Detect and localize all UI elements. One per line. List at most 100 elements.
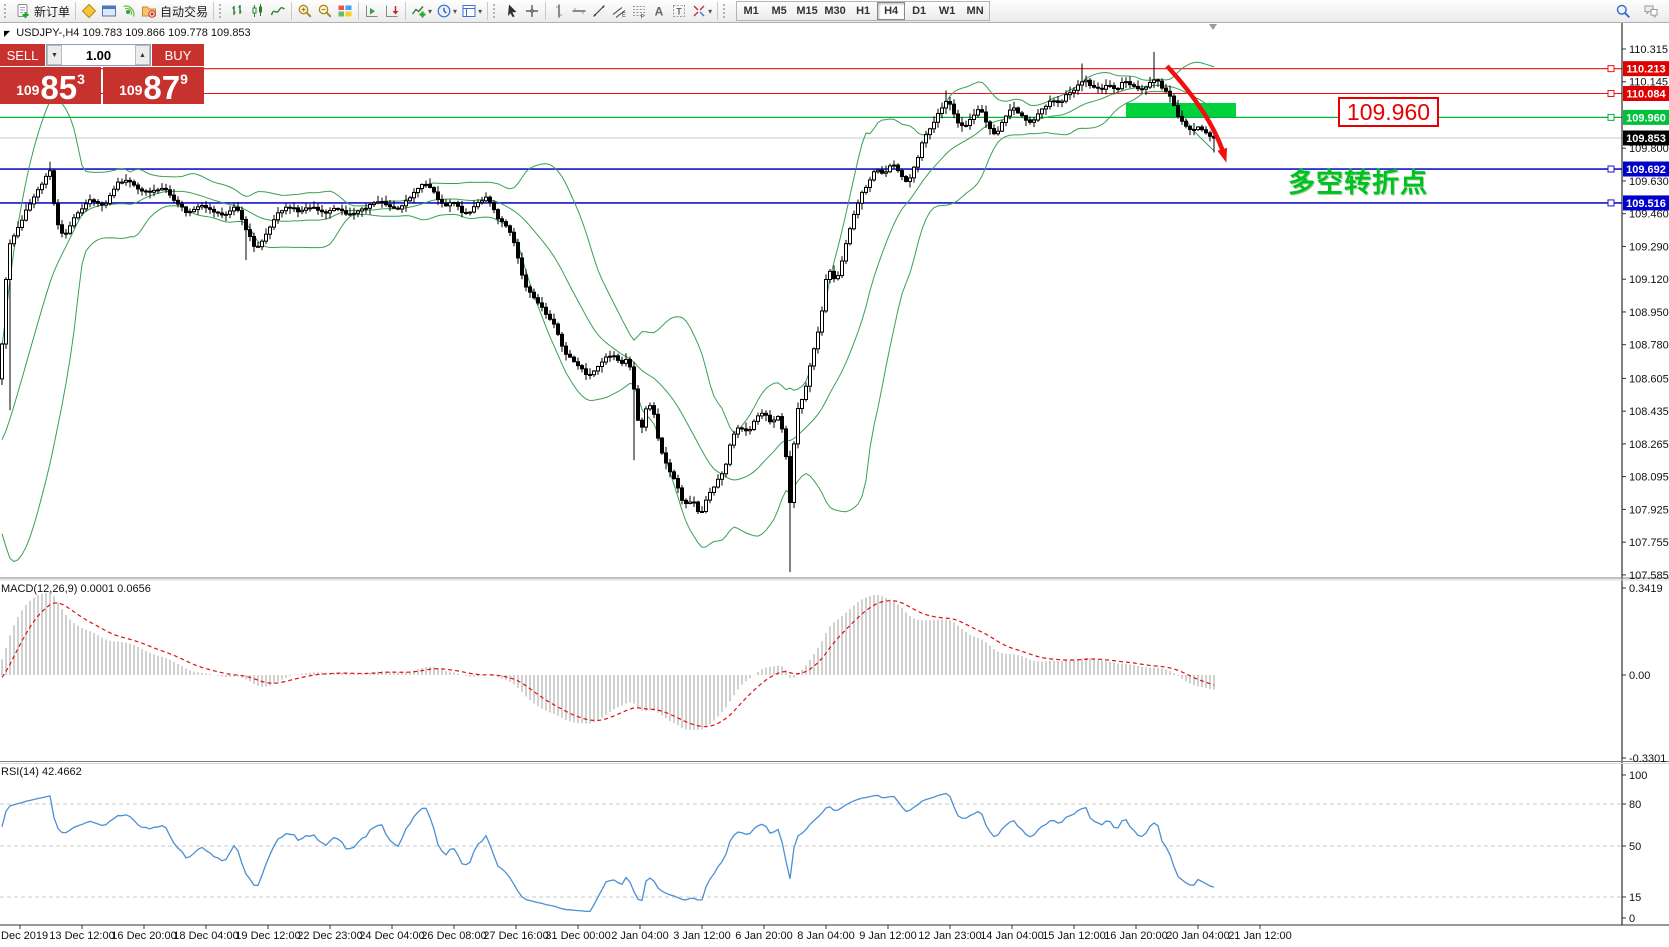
line-end-marker[interactable] [1607, 65, 1615, 73]
macd-name: MACD(12,26,9) [1, 583, 78, 595]
cursor-button[interactable] [502, 1, 522, 21]
chart-shift-marker[interactable] [1209, 24, 1217, 30]
tile-windows-button[interactable] [335, 1, 355, 21]
trendline-button[interactable] [589, 1, 609, 21]
svg-text:0.00: 0.00 [1629, 670, 1650, 682]
vertical-line-icon [556, 4, 563, 18]
svg-text:F: F [641, 15, 645, 20]
terminal-button[interactable] [99, 1, 119, 21]
text-label-icon: T [673, 5, 686, 17]
toolbar-separator [358, 2, 360, 20]
tab-h4[interactable]: H4 [877, 2, 906, 20]
tab-m30[interactable]: M30 [824, 5, 846, 17]
line-end-marker[interactable] [1607, 113, 1615, 121]
toolbar-separator [545, 2, 547, 20]
price-badge [1623, 195, 1669, 211]
tab-m5[interactable]: M5 [771, 5, 787, 17]
svg-text:109.460: 109.460 [1629, 209, 1669, 221]
svg-text:27 Dec 16:00: 27 Dec 16:00 [483, 930, 548, 942]
price-badge [1623, 161, 1669, 177]
vertical-line-button[interactable] [549, 1, 569, 21]
volume-increase-button[interactable]: ▲ [135, 45, 150, 65]
toolbar-icons: 新订单 自动交易 ▾ ▾ ▾ E F A T ▾ [2, 0, 721, 22]
arrows-button[interactable]: ▾ [689, 1, 714, 21]
crosshair-button[interactable] [522, 1, 542, 21]
rsi-pane [0, 792, 1622, 913]
tab-mn[interactable]: MN [966, 5, 984, 17]
chart-shift-button[interactable] [362, 1, 382, 21]
volume-decrease-button[interactable]: ▼ [47, 45, 62, 65]
buy-button[interactable]: BUY [152, 44, 204, 66]
text-label-button[interactable]: T [669, 1, 689, 21]
line-end-marker[interactable] [1607, 165, 1615, 173]
buy-price-sup: 9 [180, 71, 188, 87]
svg-text:8 Jan 04:00: 8 Jan 04:00 [797, 930, 855, 942]
sell-price[interactable]: 109 85 3 [0, 67, 101, 104]
rsi-line [1, 792, 1215, 913]
price-annotation-box[interactable]: 109.960 [1338, 97, 1439, 127]
auto-scroll-button[interactable] [382, 1, 402, 21]
svg-text:15 Jan 12:00: 15 Jan 12:00 [1042, 930, 1106, 942]
text-button[interactable]: A [649, 1, 669, 21]
line-end-marker[interactable] [1607, 199, 1615, 207]
svg-text:A: A [655, 5, 664, 19]
macd-indicator-label: MACD(12,26,9) 0.0001 0.0656 [1, 583, 151, 595]
new-order-button[interactable]: 新订单 [13, 1, 72, 21]
search-icon [1616, 4, 1631, 19]
tab-m1[interactable]: M1 [743, 5, 759, 17]
tab-w1[interactable]: W1 [938, 5, 956, 17]
svg-text:2 Jan 04:00: 2 Jan 04:00 [611, 930, 669, 942]
metaeditor-button[interactable] [79, 1, 99, 21]
zoom-out-button[interactable] [315, 1, 335, 21]
symbol-name: USDJPY-,H4 [16, 27, 80, 39]
signals-button[interactable] [119, 1, 139, 21]
channel-button[interactable]: E [609, 1, 629, 21]
line-end-marker[interactable] [1607, 89, 1615, 97]
svg-text:22 Dec 23:00: 22 Dec 23:00 [297, 930, 362, 942]
toolbar-separator [487, 2, 489, 20]
turning-point-annotation[interactable]: 多空转折点 [1288, 168, 1428, 198]
candlestick-chart-button[interactable] [248, 1, 268, 21]
down-arrow-head [1217, 147, 1228, 163]
svg-text:110.084: 110.084 [1626, 88, 1666, 100]
search-button[interactable] [1613, 1, 1633, 21]
volume-stepper: ▼ ▲ [46, 44, 151, 66]
svg-text:26 Dec 08:00: 26 Dec 08:00 [421, 930, 486, 942]
horizontal-line-button[interactable] [569, 1, 589, 21]
buy-price-big: 87 [143, 69, 181, 106]
svg-text:107.755: 107.755 [1629, 537, 1669, 549]
templates-button[interactable]: ▾ [459, 1, 484, 21]
tab-h1[interactable]: H1 [856, 5, 871, 17]
bar-chart-icon [232, 5, 242, 15]
chart-anchor-icon: ◤ [4, 29, 11, 38]
horizontal-line-icon [572, 8, 586, 14]
down-arrow[interactable] [1165, 64, 1227, 156]
chat-button[interactable] [1641, 1, 1661, 21]
autotrading-button[interactable]: 自动交易 [139, 1, 210, 21]
metaeditor-icon [81, 3, 97, 19]
svg-text:16 Jan 20:00: 16 Jan 20:00 [1104, 930, 1168, 942]
tile-windows-icon [338, 5, 352, 17]
price-badge [1623, 85, 1669, 101]
svg-text:0: 0 [1629, 913, 1635, 925]
toolbar-separator [291, 2, 293, 20]
zoom-in-button[interactable] [295, 1, 315, 21]
periods-button[interactable]: ▾ [434, 1, 459, 21]
svg-text:100: 100 [1629, 770, 1647, 782]
svg-text:108.435: 108.435 [1629, 406, 1669, 418]
fibonacci-button[interactable]: F [629, 1, 649, 21]
indicators-button[interactable]: ▾ [409, 1, 434, 21]
buy-price[interactable]: 109 87 9 [103, 67, 204, 104]
svg-text:13 Dec 12:00: 13 Dec 12:00 [49, 930, 114, 942]
price-badge [1623, 109, 1669, 125]
auto-scroll-icon [386, 5, 399, 17]
line-chart-button[interactable] [268, 1, 288, 21]
svg-text:T: T [676, 7, 682, 17]
volume-input[interactable] [62, 45, 135, 65]
tab-d1[interactable]: D1 [912, 5, 927, 17]
bar-chart-button[interactable] [228, 1, 248, 21]
sell-button[interactable]: SELL [0, 44, 45, 66]
bollinger-upper-band [1, 61, 1215, 434]
tab-m15[interactable]: M15 [796, 5, 818, 17]
